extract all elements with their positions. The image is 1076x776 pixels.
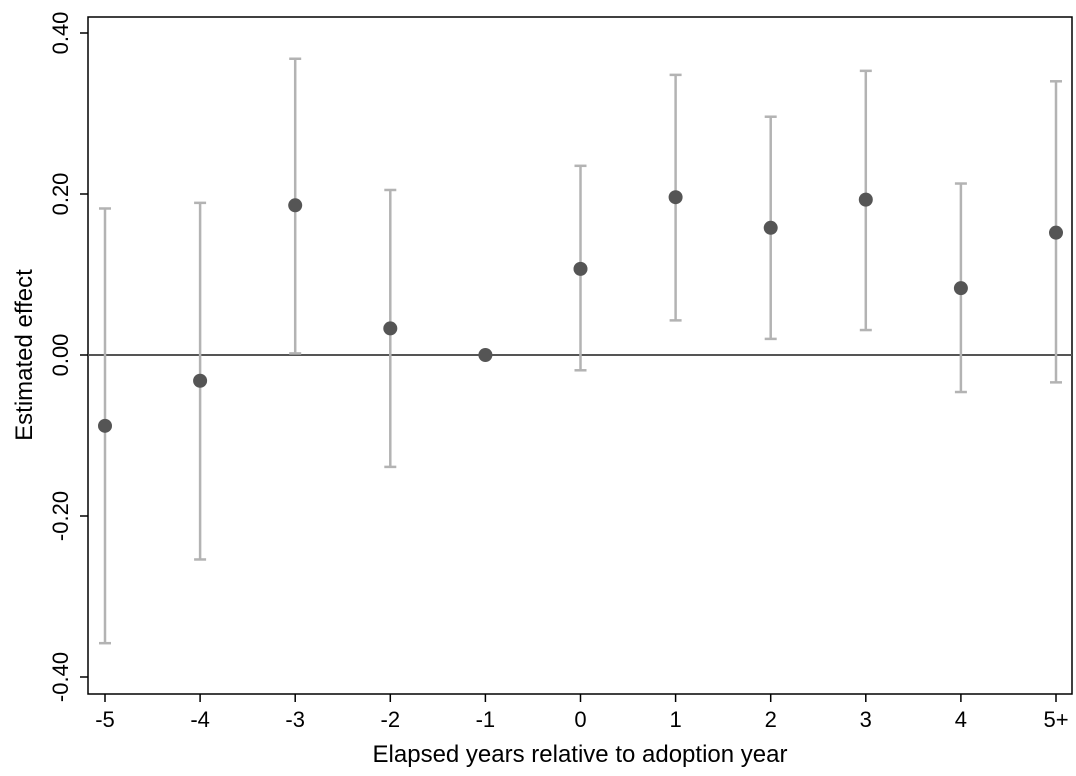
x-axis-title: Elapsed years relative to adoption year — [373, 741, 788, 768]
x-tick-label: -3 — [285, 707, 305, 732]
data-point — [288, 198, 303, 213]
x-tick-label: 2 — [765, 707, 777, 732]
x-tick-label: -5 — [95, 707, 115, 732]
data-point — [668, 190, 683, 205]
data-point — [193, 373, 208, 388]
data-point — [383, 321, 398, 336]
x-tick-label: 4 — [955, 707, 967, 732]
x-tick-label: 5+ — [1043, 707, 1068, 732]
y-tick-label: 0.20 — [48, 173, 73, 216]
data-point — [573, 261, 588, 276]
y-tick-label: -0.40 — [48, 652, 73, 702]
data-point — [98, 418, 112, 433]
y-axis-title: Estimated effect — [11, 269, 38, 441]
data-point — [858, 192, 873, 207]
point-group — [98, 190, 1063, 433]
y-tick-label: 0.40 — [48, 12, 73, 55]
x-tick-label: 1 — [669, 707, 681, 732]
data-point — [478, 348, 493, 362]
x-axis-ticks: -5 -4 -3 -2 -1 0 1 2 3 4 5+ — [95, 694, 1069, 732]
x-tick-label: -2 — [381, 707, 401, 732]
data-point — [953, 281, 968, 296]
error-bar-group — [99, 57, 1062, 645]
y-tick-label: -0.20 — [48, 491, 73, 541]
x-tick-label: -4 — [190, 707, 210, 732]
y-tick-label: 0.00 — [48, 334, 73, 377]
x-tick-label: 3 — [860, 707, 872, 732]
data-point — [763, 220, 778, 235]
x-tick-label: 0 — [574, 707, 586, 732]
data-point — [1049, 225, 1063, 240]
x-tick-label: -1 — [476, 707, 496, 732]
y-axis-ticks: -0.40 -0.20 0.00 0.20 0.40 — [48, 12, 88, 702]
